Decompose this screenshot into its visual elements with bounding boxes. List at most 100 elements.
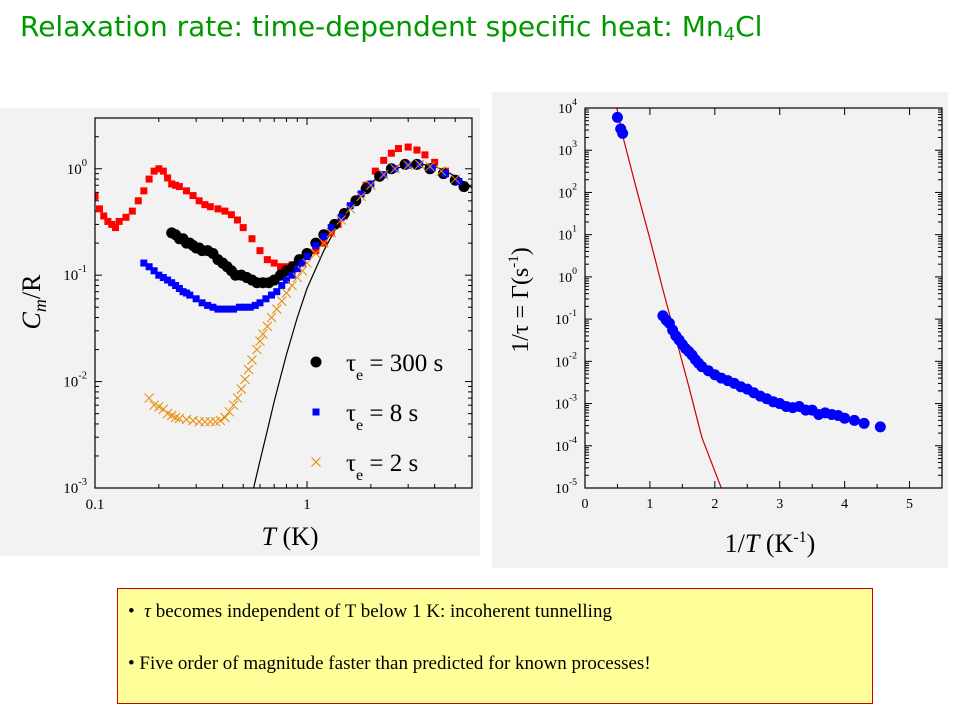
data-point [390, 163, 400, 174]
x-tick-label: 2 [711, 497, 718, 512]
data-point [115, 217, 123, 225]
data-point [874, 421, 886, 433]
plot-frame [584, 107, 943, 489]
data-point [320, 233, 328, 241]
data-point [219, 305, 227, 313]
data-point [239, 224, 247, 232]
y-tick-label: 102 [558, 181, 577, 201]
data-point [256, 299, 264, 307]
data-point [214, 305, 222, 313]
data-point [235, 303, 243, 311]
x-axis-title: T (K) [261, 522, 318, 551]
data-point [839, 412, 851, 424]
y-tick-label: 103 [558, 139, 577, 159]
data-series-circle-1 [166, 158, 470, 289]
x-axis-title-exponent: -1 [793, 529, 806, 546]
plot-data-layer [95, 143, 472, 488]
data-point [293, 265, 301, 273]
x-tick-label: 3 [776, 497, 783, 512]
note-box: • τ becomes independent of T below 1 K: … [117, 588, 873, 704]
data-point [276, 296, 287, 307]
data-point [378, 169, 389, 180]
data-point [155, 165, 163, 173]
data-point [345, 204, 356, 214]
data-point [201, 201, 209, 209]
data-point [134, 197, 142, 205]
x-axis-title-unit: (K) [276, 522, 319, 551]
legend-subscript: e [356, 467, 363, 484]
data-point [356, 191, 366, 202]
data-point [220, 412, 230, 423]
data-point [205, 416, 216, 427]
data-point [140, 259, 148, 267]
y-tick-base: 10 [67, 162, 82, 178]
x-axis-title-symbol: T [261, 522, 277, 551]
x-axis-title-prefix: 1/ [725, 529, 746, 558]
data-point [112, 224, 120, 232]
x-tick-label: 5 [906, 497, 913, 512]
data-point [223, 305, 231, 313]
y-tick-label: 10-5 [555, 477, 577, 497]
y-tick-base: 10 [555, 355, 569, 370]
legend: τe = 300 sτe = 8 sτe = 2 s [310, 350, 443, 484]
y-axis-title-unit: /R [17, 274, 46, 299]
plot-data-layer [611, 108, 886, 488]
data-point [248, 235, 256, 243]
y-axis-title: 1/τ = Γ(s-1) [506, 247, 534, 353]
legend-value: = 8 s [363, 400, 418, 427]
data-series-cross-3 [144, 159, 461, 427]
data-point [298, 259, 306, 267]
data-point [282, 276, 290, 284]
y-tick-exponent: 4 [572, 97, 577, 108]
data-point [189, 192, 197, 200]
data-point [221, 207, 229, 215]
data-point [227, 211, 235, 219]
data-point [312, 247, 320, 255]
data-point [273, 288, 281, 296]
y-tick-exponent: -2 [78, 371, 87, 382]
legend-label: τe = 300 s [346, 350, 443, 384]
data-series-square-2 [140, 160, 463, 313]
y-tick-base: 10 [558, 102, 572, 117]
title-subscript: 4 [723, 24, 736, 45]
y-tick-base: 10 [558, 186, 572, 201]
note-bullet-1: • τ becomes independent of T below 1 K: … [128, 597, 862, 627]
y-tick-label: 101 [558, 224, 577, 244]
data-point [159, 167, 167, 175]
y-tick-exponent: -5 [569, 477, 577, 488]
data-point [442, 170, 450, 178]
data-point [436, 166, 447, 176]
data-point [247, 355, 257, 365]
data-point [175, 183, 183, 191]
data-point [365, 180, 376, 191]
title-main: Relaxation rate: time-dependent specific… [20, 10, 724, 43]
data-point [268, 291, 276, 299]
y-tick-base: 10 [63, 375, 78, 391]
y-tick-label: 10-3 [63, 477, 87, 497]
y-tick-label: 10-3 [555, 393, 577, 413]
data-point [404, 143, 412, 151]
legend-marker-square [312, 408, 320, 416]
y-tick-exponent: -3 [569, 393, 577, 404]
x-tick-label: 1 [646, 497, 653, 512]
y-tick-label: 104 [558, 97, 577, 117]
data-point [394, 145, 402, 153]
data-point [186, 291, 194, 299]
data-point [357, 190, 365, 198]
data-point [108, 220, 116, 228]
data-point [848, 414, 860, 426]
legend-value: = 300 s [363, 350, 443, 377]
data-point [414, 159, 425, 170]
legend-marker-cross [311, 457, 321, 467]
y-axis-title-main: 1/τ = Γ(s [508, 268, 534, 353]
data-point [327, 224, 335, 232]
y-tick-base: 10 [555, 482, 569, 497]
x-axis-title-symbol: T [745, 529, 761, 558]
bullet-marker: • [128, 653, 135, 674]
data-point [215, 415, 226, 426]
data-point [153, 401, 164, 412]
data-point [206, 203, 214, 211]
